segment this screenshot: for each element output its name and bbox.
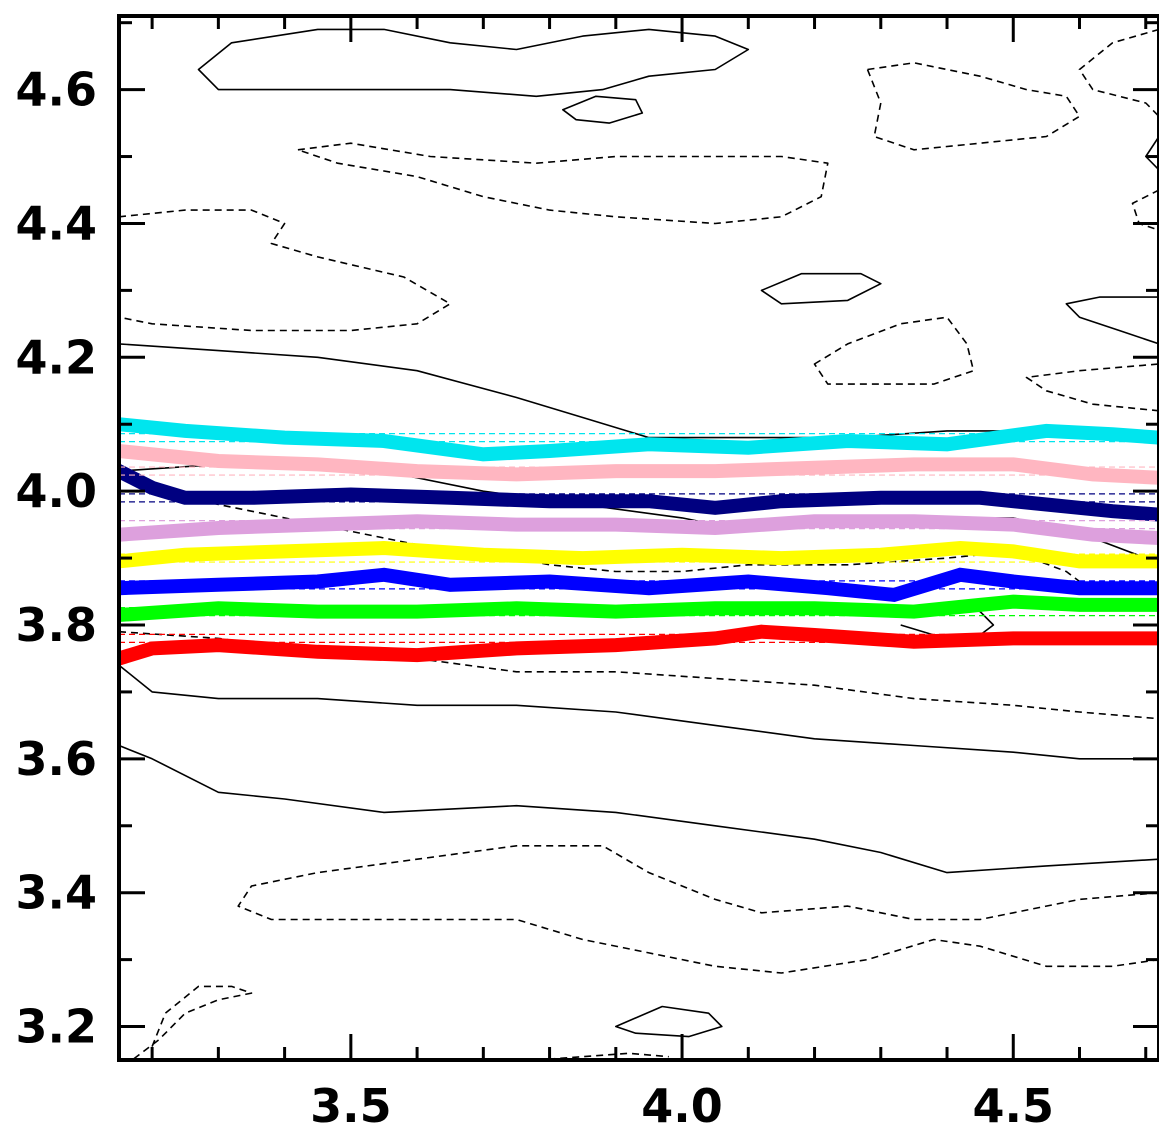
contour-line bbox=[297, 142, 829, 225]
contour-line bbox=[536, 1052, 669, 1060]
x-tick-label: 4.5 bbox=[973, 1079, 1055, 1131]
series-line bbox=[119, 624, 1159, 666]
series-line bbox=[119, 540, 1159, 569]
axis-ticks bbox=[119, 16, 1159, 1060]
y-tick-label: 4.2 bbox=[16, 330, 98, 384]
y-tick-label: 4.0 bbox=[16, 464, 98, 518]
series-line bbox=[119, 443, 1159, 485]
contour-line bbox=[866, 61, 1081, 151]
x-tick-label: 3.5 bbox=[310, 1079, 392, 1131]
reference-lines bbox=[119, 433, 1159, 643]
contour-line bbox=[237, 844, 1159, 974]
x-tick-label: 4.0 bbox=[641, 1079, 723, 1131]
contour-line bbox=[197, 28, 750, 98]
series-line bbox=[119, 567, 1159, 603]
y-tick-label: 4.6 bbox=[16, 63, 98, 117]
y-tick-label: 3.6 bbox=[16, 732, 98, 786]
contour-line bbox=[760, 272, 882, 305]
contour-line bbox=[119, 343, 1159, 439]
series-line bbox=[119, 514, 1159, 546]
contour-line bbox=[561, 95, 644, 124]
contour-line bbox=[813, 316, 975, 385]
contour-line bbox=[1078, 28, 1159, 117]
plot-frame bbox=[117, 14, 1159, 1062]
contour-line bbox=[1131, 189, 1159, 231]
series-layer bbox=[119, 417, 1159, 666]
y-tick-label: 3.8 bbox=[16, 598, 98, 652]
contour-line bbox=[1145, 136, 1159, 171]
contour-line bbox=[119, 744, 1159, 874]
contour-line bbox=[614, 1005, 723, 1038]
contour-line bbox=[1025, 363, 1159, 412]
y-tick-label: 4.4 bbox=[16, 196, 98, 250]
contour-line bbox=[131, 985, 253, 1060]
contour-line bbox=[119, 664, 1159, 760]
series-line bbox=[119, 417, 1159, 462]
series-line bbox=[119, 594, 1159, 623]
y-tick-label: 3.2 bbox=[16, 1000, 98, 1054]
tick-labels: 3.5 4.0 4.5 3.2 3.4 3.6 3.8 4.0 4.2 4.4 4.6 bbox=[16, 63, 1055, 1131]
contour-line bbox=[1065, 296, 1159, 345]
contour-line bbox=[119, 209, 452, 332]
y-tick-label: 3.4 bbox=[16, 866, 98, 920]
